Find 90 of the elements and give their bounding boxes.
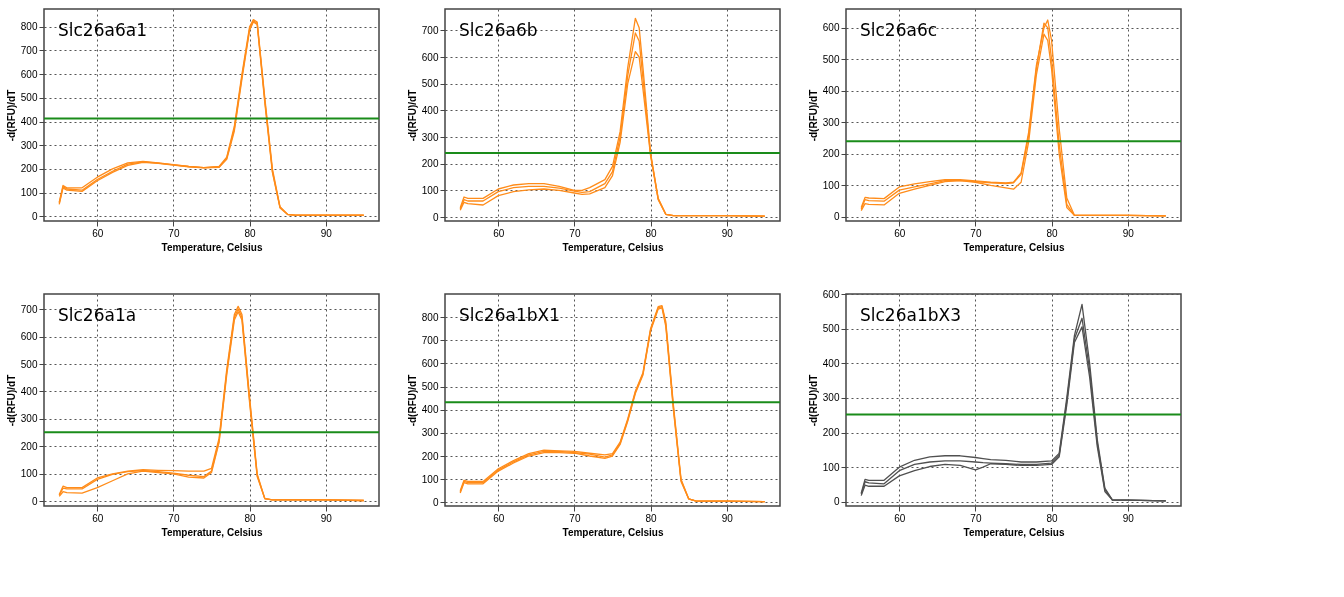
y-tick-label: 0 [833,496,840,508]
y-tick-label: 100 [822,461,840,473]
x-tick-label: 60 [894,512,906,524]
y-tick-label: 0 [833,211,840,223]
text: Slc26a6c [860,20,938,40]
y-tick-label: 0 [31,495,38,507]
y-tick-label: 500 [20,92,38,104]
y-tick-label: 200 [421,158,439,170]
y-tick-label: 0 [432,211,439,223]
y-axis-title: -d(RFU)/dT [807,374,819,427]
x-tick-label: 90 [320,512,333,524]
y-tick-label: 300 [421,427,439,439]
text: Slc26a1a [58,305,137,325]
x-axis-title: Temperature, Celsius [562,526,664,538]
y-tick-label: 700 [20,44,38,56]
y-tick-label: 700 [421,334,439,346]
x-tick-label: 80 [244,512,257,524]
y-tick-label: 400 [822,357,840,369]
y-tick-label: 100 [421,473,439,485]
y-tick-label: 500 [822,323,840,335]
x-tick-label: 60 [493,512,505,524]
text: Slc26a6a1 [58,20,147,40]
x-tick-label: 70 [569,512,581,524]
y-tick-label: 300 [421,131,439,143]
y-tick-label: 600 [822,22,840,34]
y-tick-label: 300 [20,413,38,425]
x-tick-label: 60 [92,227,104,239]
y-tick-label: 0 [432,496,439,508]
text: Slc26a1bX1 [459,305,560,325]
y-tick-label: 400 [421,104,439,116]
x-tick-label: 80 [645,512,658,524]
x-axis-title: Temperature, Celsius [161,526,263,538]
x-tick-label: 90 [1122,227,1135,239]
y-tick-label: 300 [20,139,38,151]
y-tick-label: 300 [822,392,840,404]
y-tick-label: 300 [822,116,840,128]
x-tick-label: 60 [894,227,906,239]
y-tick-label: 700 [20,303,38,315]
y-tick-label: 100 [822,179,840,191]
x-tick-label: 70 [569,227,581,239]
y-tick-label: 500 [421,381,439,393]
x-tick-label: 60 [493,227,505,239]
x-axis-title: Temperature, Celsius [562,241,664,253]
x-tick-label: 90 [721,227,734,239]
x-tick-label: 90 [320,227,333,239]
text: Slc26a1bX3 [860,305,961,325]
y-tick-label: 200 [822,148,840,160]
x-axis-title: Temperature, Celsius [963,526,1065,538]
x-tick-label: 90 [1122,512,1135,524]
y-tick-label: 700 [421,24,439,36]
x-tick-label: 70 [970,227,982,239]
y-tick-label: 600 [421,357,439,369]
y-tick-label: 400 [421,404,439,416]
x-tick-label: 70 [168,512,180,524]
y-tick-label: 100 [20,187,38,199]
x-tick-label: 80 [244,227,257,239]
x-tick-label: 70 [970,512,982,524]
y-tick-label: 500 [421,78,439,90]
y-tick-label: 800 [20,21,38,33]
x-tick-label: 80 [1046,512,1059,524]
y-tick-label: 200 [822,427,840,439]
y-tick-label: 0 [31,210,38,222]
y-tick-label: 100 [20,468,38,480]
x-tick-label: 80 [1046,227,1059,239]
y-tick-label: 600 [20,68,38,80]
y-tick-label: 400 [20,385,38,397]
y-axis-title: -d(RFU)/dT [406,89,418,142]
x-tick-label: 70 [168,227,180,239]
x-tick-label: 80 [645,227,658,239]
x-tick-label: 90 [721,512,734,524]
y-tick-label: 200 [20,163,38,175]
x-axis-title: Temperature, Celsius [161,241,263,253]
y-tick-label: 600 [822,288,840,300]
y-axis-title: -d(RFU)/dT [5,374,17,427]
y-tick-label: 600 [421,51,439,63]
y-tick-label: 400 [822,85,840,97]
y-tick-label: 500 [822,53,840,65]
y-tick-label: 800 [421,311,439,323]
y-tick-label: 400 [20,116,38,128]
x-axis-title: Temperature, Celsius [963,241,1065,253]
y-tick-label: 600 [20,331,38,343]
y-axis-title: -d(RFU)/dT [807,89,819,142]
text: Slc26a6b [459,20,538,40]
y-tick-label: 200 [20,440,38,452]
y-axis-title: -d(RFU)/dT [406,374,418,427]
y-tick-label: 100 [421,184,439,196]
y-tick-label: 200 [421,450,439,462]
x-tick-label: 60 [92,512,104,524]
y-tick-label: 500 [20,358,38,370]
y-axis-title: -d(RFU)/dT [5,89,17,142]
